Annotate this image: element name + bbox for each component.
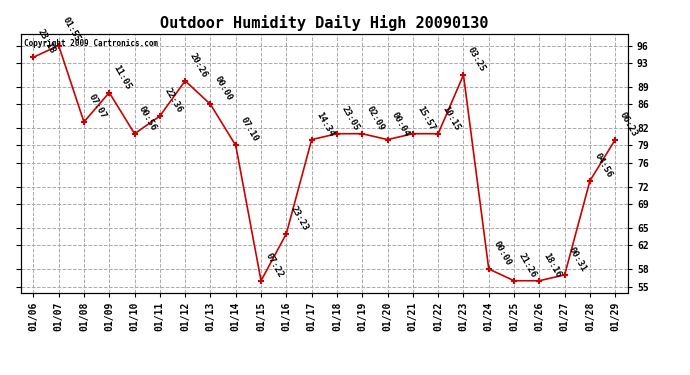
Title: Outdoor Humidity Daily High 20090130: Outdoor Humidity Daily High 20090130 — [160, 15, 489, 31]
Text: 06:23: 06:23 — [618, 110, 639, 138]
Text: 23:23: 23:23 — [289, 204, 310, 232]
Text: 14:34: 14:34 — [314, 110, 335, 138]
Text: Copyright 2009 Cartronics.com: Copyright 2009 Cartronics.com — [23, 39, 158, 48]
Text: 04:56: 04:56 — [593, 151, 613, 179]
Text: 00:04: 00:04 — [390, 110, 411, 138]
Text: 23:05: 23:05 — [339, 104, 361, 132]
Text: 23:18: 23:18 — [36, 28, 57, 56]
Text: 07:07: 07:07 — [86, 92, 108, 120]
Text: 10:15: 10:15 — [441, 104, 462, 132]
Text: 01:55: 01:55 — [61, 16, 82, 44]
Text: 11:05: 11:05 — [112, 63, 133, 91]
Text: 00:31: 00:31 — [567, 245, 589, 273]
Text: 00:00: 00:00 — [491, 240, 513, 267]
Text: 18:16: 18:16 — [542, 251, 563, 279]
Text: 21:26: 21:26 — [517, 251, 538, 279]
Text: 20:26: 20:26 — [188, 51, 209, 79]
Text: 15:57: 15:57 — [415, 104, 437, 132]
Text: 03:25: 03:25 — [466, 45, 487, 73]
Text: 07:22: 07:22 — [264, 251, 285, 279]
Text: 02:09: 02:09 — [365, 104, 386, 132]
Text: 00:56: 00:56 — [137, 104, 158, 132]
Text: 22:36: 22:36 — [162, 87, 184, 114]
Text: 00:00: 00:00 — [213, 75, 234, 102]
Text: 07:10: 07:10 — [238, 116, 259, 144]
